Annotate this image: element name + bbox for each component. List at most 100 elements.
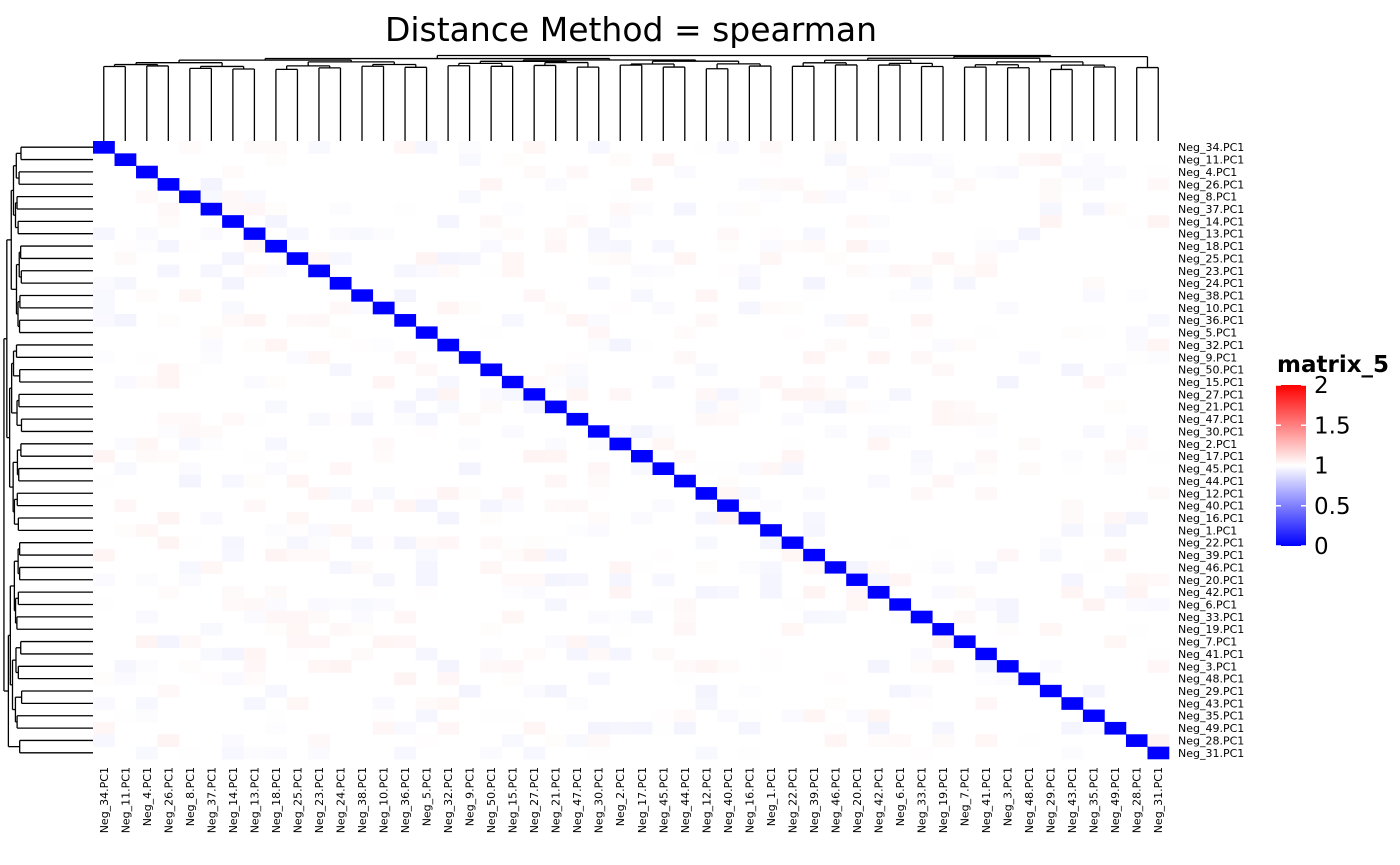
heatmap-cell [566,351,589,364]
heatmap-cell [717,400,739,414]
heatmap-cell [824,610,847,624]
heatmap-cell [803,276,825,290]
heatmap-cell [1147,178,1170,191]
heatmap-cell [415,709,438,723]
heatmap-cell [265,548,287,562]
heatmap-cell [372,721,395,735]
heatmap-cell [157,264,180,278]
heatmap-cell [523,400,546,414]
diagonal-cell [501,375,524,389]
heatmap-cell [179,141,201,154]
diagonal-cell [587,425,610,438]
heatmap-cell [265,536,287,550]
legend-title: matrix_5 [1277,352,1389,378]
heatmap-cell [781,252,804,265]
heatmap-cell [867,561,890,574]
heatmap-cell [372,697,395,710]
row-label: Neg_13.PC1 [1178,228,1244,241]
heatmap-cell [265,264,287,278]
heatmap-cell [781,388,804,401]
diagonal-cell [93,141,115,154]
heatmap-cell [222,672,244,686]
heatmap-cell [738,721,761,735]
diagonal-cell [803,548,825,562]
heatmap-cell [803,585,825,599]
row-label: Neg_27.PC1 [1178,388,1244,401]
heatmap-cell [760,561,782,574]
heatmap-cell [200,623,223,636]
heatmap-cell [200,252,223,265]
heatmap-cell [1061,165,1084,179]
heatmap-cell [351,623,374,636]
heatmap-cell [458,190,481,204]
heatmap-cell [674,252,696,265]
heatmap-cell [975,598,998,611]
heatmap-cell [867,660,890,673]
column-dendrogram [103,54,1159,141]
heatmap-cell [717,487,739,500]
heatmap-cell [544,474,567,488]
row-label: Neg_42.PC1 [1178,586,1244,599]
heatmap-cell [1061,746,1084,760]
diagonal-cell [738,511,761,525]
heatmap-cell [222,585,244,599]
heatmap-cell [286,585,309,599]
heatmap-cell [458,487,481,500]
heatmap-cell [824,734,847,747]
diagonal-cell [1104,721,1127,735]
heatmap-cell [286,524,309,537]
heatmap-cell [996,647,1019,661]
heatmap-cell [1082,326,1105,340]
heatmap-cell [437,301,460,315]
heatmap-cell [824,153,847,167]
row-label: Neg_34.PC1 [1178,141,1244,154]
heatmap-cell [501,672,524,686]
heatmap-cell [136,660,158,673]
heatmap-cell [760,462,782,476]
heatmap-cell [587,487,610,500]
heatmap-cell [265,202,287,216]
row-label: Neg_33.PC1 [1178,611,1244,624]
heatmap-cell [587,326,610,340]
heatmap-cell [415,585,438,599]
heatmap-cell [587,647,610,661]
heatmap-cell [1125,598,1148,611]
heatmap-cell [93,474,115,488]
heatmap-cell [157,363,180,377]
heatmap-cell [501,487,524,500]
heatmap-cell [286,697,309,710]
heatmap-cell [523,684,546,698]
heatmap-cell [953,610,976,624]
heatmap-cell [114,437,137,451]
heatmap-cell [566,314,589,327]
heatmap-cell [932,338,955,352]
heatmap-cell [953,276,976,290]
row-label: Neg_18.PC1 [1178,240,1244,253]
heatmap-cell [631,697,653,710]
heatmap-cell [157,202,180,216]
heatmap-cell [93,734,115,747]
heatmap-cell [179,289,201,302]
heatmap-cell [1125,215,1148,228]
diagonal-cell [996,660,1019,673]
heatmap-cell [415,338,438,352]
diagonal-cell [717,499,739,513]
heatmap-cell [587,746,610,760]
heatmap-cell [652,721,675,735]
heatmap-cell [501,264,524,278]
heatmap-cell [265,141,287,154]
column-label: Neg_23.PC1 [313,767,326,833]
diagonal-cell [953,635,976,649]
heatmap-cell [631,610,653,624]
heatmap-cell [1018,227,1041,241]
heatmap-cell [200,437,223,451]
heatmap-cell [1061,141,1084,154]
row-label: Neg_21.PC1 [1178,401,1244,414]
heatmap-cell [265,524,287,537]
heatmap-cell [781,598,804,611]
column-label: Neg_25.PC1 [291,767,304,833]
heatmap-cell [717,511,739,525]
heatmap-cell [200,561,223,574]
heatmap-cell [587,141,610,154]
